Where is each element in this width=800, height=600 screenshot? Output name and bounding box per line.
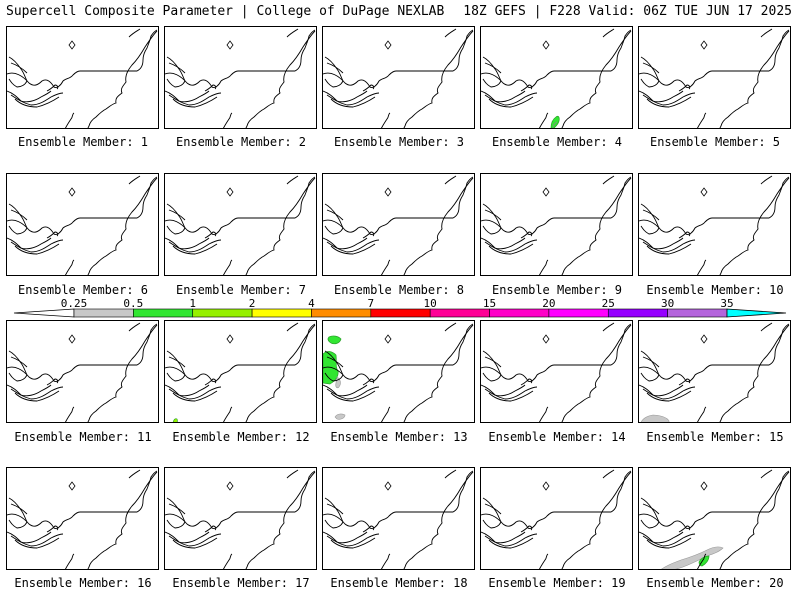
- colorbar-segment: [489, 308, 550, 318]
- ensemble-map-19: [480, 467, 633, 570]
- ensemble-map-17: [164, 467, 317, 570]
- ensemble-map-1: [6, 26, 159, 129]
- ensemble-map-9: [480, 173, 633, 276]
- map-outline: [323, 469, 474, 569]
- colorbar-tick-label: 2: [248, 297, 256, 310]
- map-outline: [165, 322, 316, 422]
- map-outline: [323, 175, 474, 275]
- colorbar-segment: [429, 308, 490, 318]
- ensemble-member-label: Ensemble Member: 14: [488, 430, 626, 444]
- colorbar-tick-label: 35: [720, 297, 734, 310]
- colorbar-tick-label: 10: [423, 297, 437, 310]
- colorbar-segment: [73, 308, 134, 318]
- map-outline: [639, 28, 790, 128]
- ensemble-map-2: [164, 26, 317, 129]
- ensemble-map-6: [6, 173, 159, 276]
- colorbar-tick-label: 0.5: [123, 297, 144, 310]
- map-outline: [7, 175, 158, 275]
- ensemble-map-14: [480, 320, 633, 423]
- ensemble-map-15: [638, 320, 791, 423]
- colorbar: 0.25 0.5 1 2 4 7 10 15 20 25 30 35: [0, 298, 800, 320]
- ensemble-member-label: Ensemble Member: 20: [646, 576, 784, 590]
- map-outline: [481, 175, 632, 275]
- map-outline: [323, 322, 474, 422]
- colorbar-segment: [370, 308, 431, 318]
- ensemble-member-label: Ensemble Member: 10: [646, 283, 784, 297]
- colorbar-segment: [607, 308, 668, 318]
- map-outline: [639, 175, 790, 275]
- header-run-info: 18Z GEFS | F228 Valid: 06Z TUE JUN 17 20…: [463, 4, 792, 19]
- ensemble-member-label: Ensemble Member: 9: [491, 283, 623, 297]
- ensemble-map-7: [164, 173, 317, 276]
- ensemble-member-label: Ensemble Member: 19: [488, 576, 626, 590]
- ensemble-member-label: Ensemble Member: 5: [649, 135, 781, 149]
- ensemble-member-label: Ensemble Member: 4: [491, 135, 623, 149]
- colorbar-tick-label: 4: [308, 297, 315, 310]
- map-outline: [481, 322, 632, 422]
- ensemble-member-label: Ensemble Member: 16: [14, 576, 152, 590]
- colorbar-segment: [311, 308, 372, 318]
- colorbar-max-arrow: [726, 308, 787, 318]
- ensemble-map-13: [322, 320, 475, 423]
- colorbar-segment: [251, 308, 312, 318]
- map-outline: [639, 322, 790, 422]
- colorbar-segment: [667, 308, 728, 318]
- colorbar-tick-label: 1: [189, 297, 197, 310]
- ensemble-member-label: Ensemble Member: 1: [17, 135, 149, 149]
- ensemble-map-8: [322, 173, 475, 276]
- ensemble-member-label: Ensemble Member: 8: [333, 283, 465, 297]
- colorbar-segment: [548, 308, 609, 318]
- colorbar-tick-label: 30: [661, 297, 675, 310]
- map-outline: [7, 28, 158, 128]
- colorbar-min-arrow: [13, 308, 75, 318]
- ensemble-member-label: Ensemble Member: 18: [330, 576, 468, 590]
- map-outline: [639, 469, 790, 569]
- ensemble-map-11: [6, 320, 159, 423]
- ensemble-map-20: [638, 467, 791, 570]
- ensemble-member-label: Ensemble Member: 7: [175, 283, 307, 297]
- ensemble-map-16: [6, 467, 159, 570]
- ensemble-member-label: Ensemble Member: 17: [172, 576, 310, 590]
- colorbar-tick-label: 25: [601, 297, 615, 310]
- ensemble-map-18: [322, 467, 475, 570]
- ensemble-member-label: Ensemble Member: 11: [14, 430, 152, 444]
- header-title: Supercell Composite Parameter | College …: [6, 4, 445, 19]
- map-outline: [7, 469, 158, 569]
- ensemble-member-label: Ensemble Member: 13: [330, 430, 468, 444]
- colorbar-tick-label: 20: [542, 297, 556, 310]
- colorbar-tick-label: 15: [482, 297, 497, 310]
- ensemble-member-label: Ensemble Member: 6: [17, 283, 149, 297]
- ensemble-member-label: Ensemble Member: 2: [175, 135, 307, 149]
- colorbar-segment: [133, 308, 194, 318]
- colorbar-tick-label: 0.25: [60, 297, 88, 310]
- ensemble-map-12: [164, 320, 317, 423]
- ensemble-member-label: Ensemble Member: 3: [333, 135, 465, 149]
- ensemble-map-3: [322, 26, 475, 129]
- ensemble-member-label: Ensemble Member: 12: [172, 430, 310, 444]
- ensemble-member-label: Ensemble Member: 15: [646, 430, 784, 444]
- ensemble-map-4: [480, 26, 633, 129]
- map-outline: [323, 28, 474, 128]
- map-outline: [7, 322, 158, 422]
- map-outline: [481, 28, 632, 128]
- map-outline: [481, 469, 632, 569]
- ensemble-map-10: [638, 173, 791, 276]
- colorbar-segment: [192, 308, 253, 318]
- map-outline: [165, 28, 316, 128]
- colorbar-tick-label: 7: [367, 297, 375, 310]
- map-outline: [165, 175, 316, 275]
- colorbar-graphic: [13, 308, 787, 318]
- ensemble-map-5: [638, 26, 791, 129]
- map-outline: [165, 469, 316, 569]
